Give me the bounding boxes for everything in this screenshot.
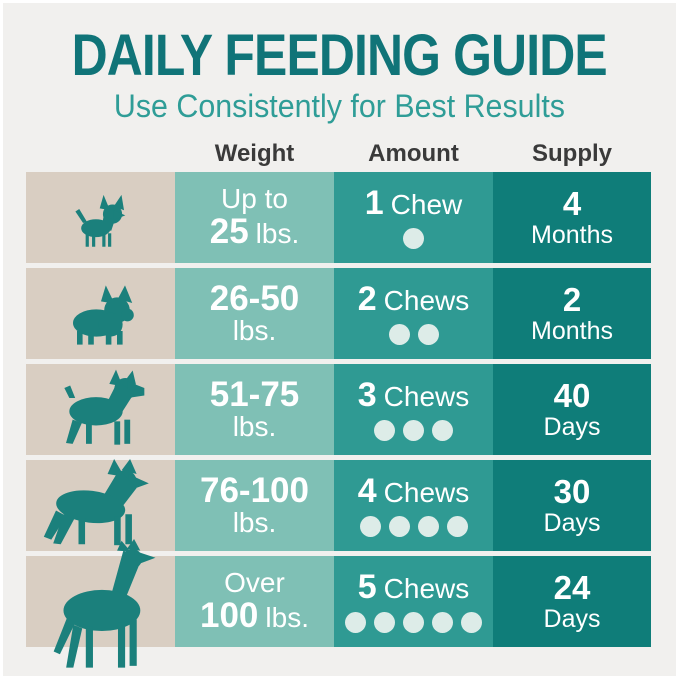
column-header-amount: Amount — [368, 140, 459, 167]
supply-cell: 40 Days — [493, 364, 651, 455]
supply-value: 40 — [553, 376, 591, 414]
chew-dots — [403, 227, 424, 249]
boxer-icon — [63, 369, 144, 445]
chew-count: 1 — [364, 184, 384, 223]
dog-cell — [26, 268, 175, 359]
chew-dot-icon — [446, 515, 468, 537]
chew-word: Chews — [383, 477, 470, 509]
french-bulldog-icon — [72, 285, 134, 345]
supply-unit: Days — [543, 412, 601, 441]
supply-unit: Months — [531, 220, 613, 249]
dog-cell — [26, 364, 175, 455]
feeding-table: Up to 25 lbs. 1 Chew 4 Months — [26, 172, 651, 668]
chew-count: 3 — [357, 376, 377, 415]
supply-value: 30 — [553, 472, 591, 510]
weight-text-bold: 51-75 — [209, 375, 300, 415]
chew-dot-icon — [374, 611, 395, 633]
great-dane-icon — [53, 539, 155, 668]
supply-unit: Days — [543, 508, 601, 537]
weight-unit: lbs. — [232, 507, 277, 539]
amount-cell: 1 Chew — [334, 172, 493, 263]
chew-dots — [374, 419, 453, 441]
weight-unit: lbs. — [255, 217, 300, 249]
table-row: 76-100 lbs. 4 Chews 30 Days — [26, 458, 651, 551]
dog-cell — [26, 458, 175, 551]
weight-cell: 76-100 lbs. — [175, 460, 334, 551]
dog-cell — [26, 172, 175, 263]
chew-word: Chews — [383, 573, 470, 605]
chew-dot-icon — [345, 611, 366, 633]
weight-text-bold: 76-100 — [200, 471, 309, 511]
chew-word: Chew — [390, 189, 463, 221]
page-title: DAILY FEEDING GUIDE — [71, 23, 608, 88]
chew-dot-icon — [403, 227, 424, 249]
column-header-supply: Supply — [531, 140, 612, 167]
supply-cell: 24 Days — [493, 556, 651, 647]
amount-cell: 5 Chews — [334, 556, 493, 647]
supply-value: 2 — [562, 280, 582, 318]
weight-text-bold: 26-50 — [209, 279, 300, 319]
column-header-weight: Weight — [214, 140, 295, 167]
chew-dots — [345, 611, 482, 633]
chew-dot-icon — [359, 515, 381, 537]
weight-unit: lbs. — [265, 601, 309, 633]
chew-dot-icon — [403, 611, 424, 633]
weight-text: Up to — [221, 183, 288, 215]
chew-word: Chews — [383, 285, 470, 317]
table-row: Up to 25 lbs. 1 Chew 4 Months — [26, 172, 651, 263]
chew-dot-icon — [374, 419, 395, 441]
amount-cell: 3 Chews — [334, 364, 493, 455]
supply-cell: 4 Months — [493, 172, 651, 263]
weight-unit: lbs. — [232, 411, 277, 443]
supply-unit: Days — [543, 604, 601, 633]
chew-dot-icon — [388, 515, 410, 537]
weight-cell: 51-75 lbs. — [175, 364, 334, 455]
chew-dot-icon — [432, 611, 453, 633]
chew-word: Chews — [383, 381, 470, 413]
german-shepherd-icon — [43, 458, 149, 546]
chew-dots — [359, 515, 468, 537]
table-row: Over 100 lbs. 5 Chews 24 Days — [26, 539, 651, 668]
chew-count: 4 — [357, 472, 377, 511]
weight-cell: Over 100 lbs. — [175, 556, 334, 647]
supply-unit: Months — [531, 316, 613, 345]
weight-value: 100 — [200, 595, 259, 635]
supply-cell: 2 Months — [493, 268, 651, 359]
weight-cell: Up to 25 lbs. — [175, 172, 334, 263]
table-row: 51-75 lbs. 3 Chews 40 Days — [26, 364, 651, 455]
amount-cell: 2 Chews — [334, 268, 493, 359]
chew-count: 2 — [357, 280, 377, 319]
chihuahua-icon — [74, 194, 125, 247]
table-row: 26-50 lbs. 2 Chews 2 Months — [26, 268, 651, 359]
chew-count: 5 — [357, 568, 377, 607]
weight-unit: lbs. — [232, 315, 277, 347]
supply-value: 4 — [562, 184, 582, 222]
chew-dot-icon — [461, 611, 482, 633]
chew-dot-icon — [417, 515, 439, 537]
column-header-row: Weight Amount Supply — [26, 134, 651, 168]
chew-dot-icon — [388, 323, 410, 345]
column-header-spacer — [26, 134, 175, 168]
weight-text: Over — [224, 567, 285, 599]
weight-value: 25 — [209, 211, 249, 251]
chew-dots — [388, 323, 439, 345]
supply-cell: 30 Days — [493, 460, 651, 551]
weight-cell: 26-50 lbs. — [175, 268, 334, 359]
dog-cell — [26, 539, 175, 668]
amount-cell: 4 Chews — [334, 460, 493, 551]
chew-dot-icon — [417, 323, 439, 345]
chew-dot-icon — [403, 419, 424, 441]
supply-value: 24 — [553, 568, 591, 606]
page-subtitle: Use Consistently for Best Results — [113, 88, 566, 124]
chew-dot-icon — [432, 419, 453, 441]
